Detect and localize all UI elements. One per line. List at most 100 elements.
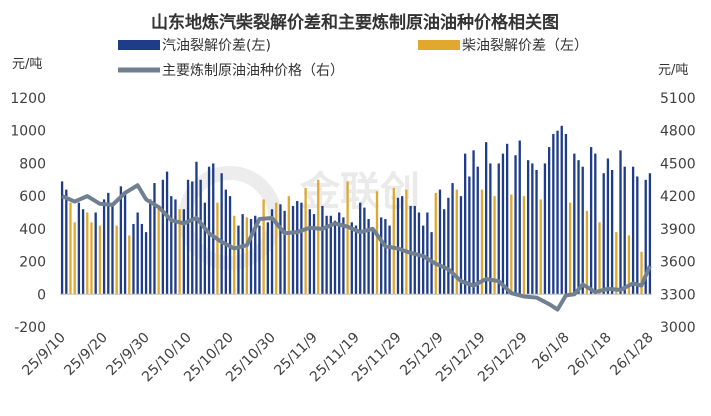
left-tick-label: 800: [19, 156, 46, 172]
gasoline-bar: [547, 147, 551, 295]
gasoline-bar: [359, 202, 362, 295]
diesel-bar: [90, 222, 93, 295]
gasoline-bar: [144, 232, 148, 295]
left-tick-label: -200: [14, 320, 46, 336]
diesel-bar: [522, 196, 526, 295]
diesel-bar: [455, 189, 458, 295]
gasoline-bar: [371, 227, 374, 295]
legend-label-gasoline: 汽油裂解价差(左): [162, 38, 271, 54]
diesel-bar: [262, 199, 265, 295]
gasoline-bar: [333, 220, 337, 295]
x-tick-label: 25/9/20: [61, 330, 110, 379]
crude-price-line: [61, 183, 652, 312]
gasoline-bar: [589, 147, 593, 295]
gasoline-bar: [447, 197, 450, 295]
diesel-bars: [69, 179, 643, 295]
gasoline-bar: [443, 209, 446, 295]
diesel-bar: [539, 199, 542, 295]
gasoline-bar: [237, 225, 240, 295]
gasoline-bar: [111, 205, 114, 295]
gasoline-bar: [119, 186, 123, 295]
legend: 汽油裂解价差(左) 柴油裂解价差（左） 主要炼制原油油种价格（右）: [118, 38, 588, 79]
gasoline-bar: [123, 194, 127, 295]
gasoline-bar: [489, 163, 492, 295]
gasoline-bar: [258, 225, 261, 295]
gasoline-bar: [543, 163, 547, 295]
gasoline-bar: [321, 205, 324, 295]
gasoline-bar: [526, 160, 530, 295]
diesel-bar: [493, 196, 496, 295]
gasoline-bar: [514, 155, 517, 295]
gasoline-bar: [350, 222, 353, 295]
right-tick-label: 5100: [660, 91, 696, 107]
gasoline-bar: [648, 173, 652, 295]
diesel-bar: [568, 202, 572, 295]
gasoline-bar: [451, 183, 454, 295]
gasoline-bar: [94, 212, 97, 295]
gasoline-bar: [203, 202, 207, 295]
gasoline-bar: [291, 205, 295, 295]
diesel-bar: [216, 202, 219, 295]
gasoline-bar: [195, 161, 198, 295]
gasoline-bar: [636, 176, 639, 295]
gasoline-bar: [518, 140, 521, 295]
legend-swatch-gasoline: [118, 40, 160, 50]
gasoline-bar: [107, 192, 110, 295]
gasoline-bar: [354, 225, 358, 295]
gasoline-bar: [342, 217, 345, 295]
right-tick-label: 4800: [660, 124, 696, 140]
gasoline-bar: [464, 153, 467, 295]
x-axis-labels: 25/9/1025/9/2025/9/3025/10/1025/10/2025/…: [19, 330, 656, 386]
left-tick-label: 200: [19, 255, 46, 271]
left-tick-label: 0: [37, 287, 46, 303]
gasoline-bar: [300, 202, 303, 295]
gasoline-bar: [396, 197, 400, 295]
left-axis: -200 0 200 400 600 800 1000 1200: [10, 91, 46, 336]
gasoline-bar: [212, 163, 215, 295]
gasoline-bar: [401, 196, 404, 295]
diesel-bar: [157, 205, 160, 295]
gasoline-bar: [367, 219, 370, 295]
gasoline-bar: [338, 212, 341, 295]
gasoline-bar: [472, 150, 475, 295]
gasoline-bar: [505, 143, 509, 295]
right-tick-label: 4200: [660, 189, 696, 205]
diesel-bar: [375, 191, 379, 295]
gasoline-bar: [602, 173, 605, 295]
legend-label-diesel: 柴油裂解价差（左）: [462, 38, 588, 54]
gasoline-bar: [501, 153, 505, 295]
right-axis-unit: 元/吨: [658, 63, 688, 78]
right-tick-label: 3900: [660, 222, 696, 238]
diesel-bar: [73, 222, 76, 295]
gasoline-bar: [623, 166, 626, 295]
diesel-bar: [86, 212, 89, 295]
x-tick-label: 25/9/10: [19, 330, 68, 379]
gasoline-bar: [325, 215, 328, 295]
gasoline-bar: [191, 181, 194, 295]
left-tick-label: 1200: [10, 91, 46, 107]
diesel-bar: [640, 251, 643, 295]
gasoline-bar: [312, 214, 316, 295]
gasoline-bar: [136, 212, 139, 295]
gasoline-bar: [199, 179, 202, 295]
diesel-bar: [245, 217, 248, 295]
gasoline-bar: [220, 173, 223, 295]
gasoline-bar: [631, 166, 635, 295]
gasoline-bar: [249, 219, 253, 295]
gasoline-bar: [279, 204, 282, 295]
gasoline-bar: [77, 202, 81, 295]
diesel-bar: [69, 202, 72, 295]
gasoline-bar: [556, 130, 559, 295]
right-tick-label: 4500: [660, 156, 696, 172]
gasoline-bar: [610, 169, 614, 295]
right-tick-label: 3600: [660, 255, 696, 271]
left-tick-label: 600: [19, 189, 46, 205]
gasoline-bar: [296, 201, 299, 295]
gasoline-bar: [468, 176, 471, 295]
gasoline-bar: [241, 214, 244, 295]
gasoline-bar: [65, 189, 68, 295]
gasoline-bar: [60, 181, 64, 295]
diesel-bar: [598, 222, 601, 295]
right-axis: 3000 3300 3600 3900 4200 4500 4800 5100: [660, 91, 696, 336]
